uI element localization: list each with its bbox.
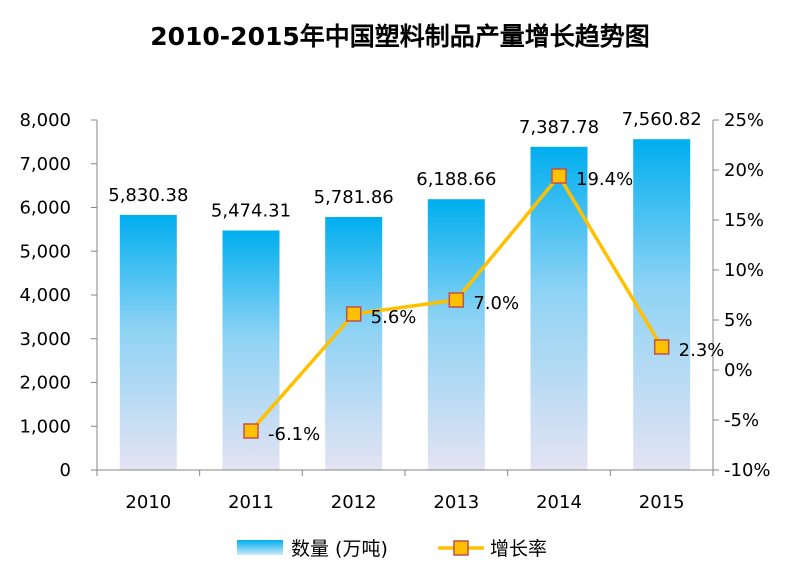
- growth-marker-2015: [653, 339, 670, 355]
- right-tick-label: 10%: [724, 260, 764, 281]
- right-tick-label: 5%: [724, 310, 753, 331]
- bar-value-label: 6,188.66: [416, 169, 496, 190]
- chart-title: 2010-2015年中国塑料制品产量增长趋势图: [150, 22, 650, 51]
- bar-value-label: 5,474.31: [211, 200, 291, 221]
- bar-2014: [530, 146, 588, 471]
- right-tick-label: 20%: [724, 160, 764, 181]
- bar-2012: [325, 217, 383, 470]
- left-tick-label: 1,000: [19, 416, 71, 437]
- growth-value-label: -6.1%: [268, 424, 320, 445]
- growth-value-label: 5.6%: [371, 307, 417, 328]
- legend-marker-swatch: [453, 540, 469, 556]
- bar-2013: [427, 199, 485, 470]
- growth-value-label: 7.0%: [473, 293, 519, 314]
- x-tick-label: 2014: [536, 492, 582, 513]
- right-tick-label: -5%: [724, 410, 759, 431]
- right-tick-label: -10%: [724, 460, 771, 481]
- bar-value-label: 7,560.82: [622, 109, 702, 130]
- growth-marker-2012: [345, 306, 362, 322]
- right-tick-label: 0%: [724, 360, 753, 381]
- bar-value-label: 5,781.86: [314, 187, 394, 208]
- bar-2010: [119, 214, 177, 470]
- x-tick-label: 2010: [125, 492, 171, 513]
- bar-value-label: 5,830.38: [108, 185, 188, 206]
- left-tick-label: 3,000: [19, 329, 71, 350]
- legend-bar-label: 数量 (万吨): [291, 538, 388, 560]
- growth-marker-2013: [448, 292, 465, 308]
- x-tick-label: 2013: [433, 492, 479, 513]
- growth-line-series: [243, 168, 670, 439]
- data-labels: 5,830.38 5,474.31 5,781.86 6,188.66 7,387.78…: [108, 109, 724, 445]
- legend: 数量 (万吨) 增长率: [237, 538, 547, 560]
- left-tick-label: 8,000: [19, 110, 71, 131]
- x-tick-label: 2011: [228, 492, 274, 513]
- legend-line-label: 增长率: [490, 538, 547, 560]
- growth-value-label: 2.3%: [679, 340, 725, 361]
- right-tick-label: 15%: [724, 210, 764, 231]
- growth-marker-2014: [551, 168, 567, 184]
- growth-value-label: 19.4%: [576, 169, 633, 190]
- right-tick-label: 25%: [724, 110, 764, 131]
- axes: 0 1,000 2,000 3,000 4,000 5,000 6,000 7,000 8,00…: [19, 110, 770, 513]
- bar-series: [119, 139, 691, 471]
- left-tick-label: 5,000: [19, 241, 71, 262]
- left-tick-label: 2,000: [19, 373, 71, 394]
- left-tick-label: 7,000: [19, 154, 71, 175]
- bar-2015: [633, 139, 691, 470]
- legend-bar-swatch: [237, 540, 283, 555]
- left-tick-label: 0: [60, 460, 71, 481]
- bar-value-label: 7,387.78: [519, 117, 599, 138]
- left-tick-label: 6,000: [19, 198, 71, 219]
- growth-marker-2011: [243, 423, 259, 439]
- x-tick-label: 2012: [331, 492, 377, 513]
- x-tick-label: 2015: [639, 492, 685, 513]
- left-tick-label: 4,000: [19, 285, 71, 306]
